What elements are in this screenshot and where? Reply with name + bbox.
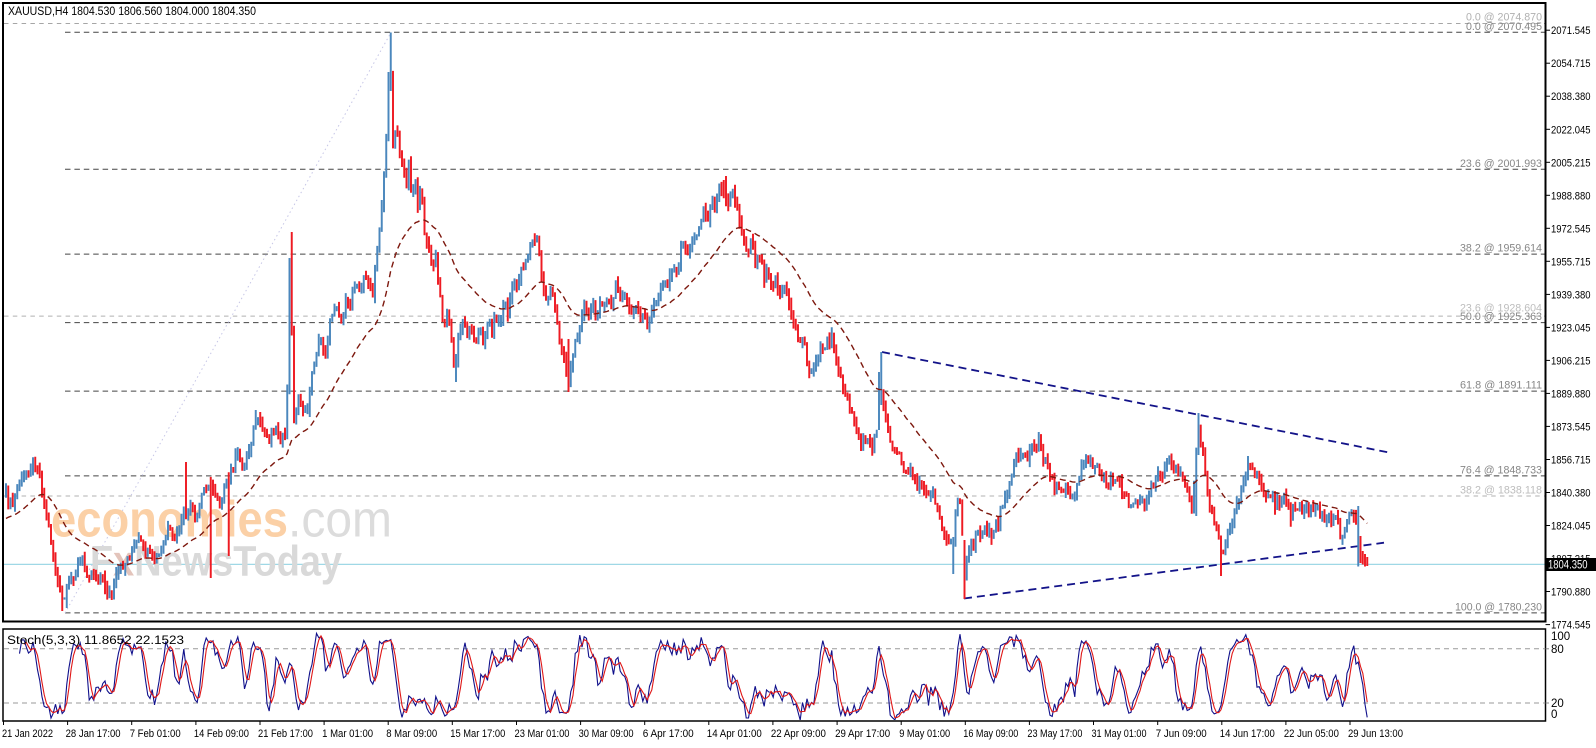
svg-text:0: 0	[1551, 709, 1557, 721]
svg-text:Stoch(5,3,3) 11.8652 22.1523: Stoch(5,3,3) 11.8652 22.1523	[7, 635, 184, 647]
svg-text:8 Mar 09:00: 8 Mar 09:00	[386, 728, 437, 740]
svg-text:2071.545: 2071.545	[1551, 25, 1591, 37]
svg-text:31 May 01:00: 31 May 01:00	[1092, 728, 1147, 740]
svg-text:1939.380: 1939.380	[1551, 289, 1591, 301]
svg-text:14 Feb 09:00: 14 Feb 09:00	[194, 728, 249, 740]
svg-text:1824.045: 1824.045	[1551, 521, 1591, 533]
svg-text:50.0 @ 1925.363: 50.0 @ 1925.363	[1460, 311, 1542, 323]
svg-text:2022.045: 2022.045	[1551, 124, 1591, 136]
svg-text:1840.380: 1840.380	[1551, 488, 1591, 500]
svg-text:1889.880: 1889.880	[1551, 388, 1591, 400]
svg-text:2054.715: 2054.715	[1551, 58, 1591, 70]
svg-text:30 Mar 09:00: 30 Mar 09:00	[579, 728, 634, 740]
svg-text:0.0 @ 2070.495: 0.0 @ 2070.495	[1466, 21, 1542, 33]
svg-text:23.6 @ 2001.993: 23.6 @ 2001.993	[1460, 158, 1542, 170]
svg-text:1790.880: 1790.880	[1551, 587, 1591, 599]
svg-text:100.0 @ 1780.230: 100.0 @ 1780.230	[1455, 601, 1542, 613]
svg-text:1856.715: 1856.715	[1551, 455, 1591, 467]
svg-text:23 Mar 01:00: 23 Mar 01:00	[515, 728, 570, 740]
svg-text:15 Mar 17:00: 15 Mar 17:00	[450, 728, 505, 740]
svg-text:38.2 @ 1959.614: 38.2 @ 1959.614	[1460, 243, 1542, 255]
svg-text:1988.880: 1988.880	[1551, 190, 1591, 202]
svg-text:1923.045: 1923.045	[1551, 322, 1591, 334]
svg-text:1972.545: 1972.545	[1551, 223, 1591, 235]
svg-text:1873.545: 1873.545	[1551, 421, 1591, 433]
svg-text:100: 100	[1551, 631, 1570, 643]
svg-text:38.2 @ 1838.118: 38.2 @ 1838.118	[1460, 484, 1542, 496]
svg-text:21 Jan 2022: 21 Jan 2022	[2, 728, 53, 740]
svg-text:6 Apr 17:00: 6 Apr 17:00	[643, 728, 694, 740]
svg-text:14 Apr 01:00: 14 Apr 01:00	[707, 728, 762, 740]
svg-text:21 Feb 17:00: 21 Feb 17:00	[258, 728, 313, 740]
svg-text:2038.380: 2038.380	[1551, 91, 1591, 103]
svg-text:1906.215: 1906.215	[1551, 355, 1591, 367]
svg-text:61.8 @ 1891.111: 61.8 @ 1891.111	[1460, 380, 1542, 392]
svg-text:16 May 09:00: 16 May 09:00	[963, 728, 1018, 740]
svg-text:29 Apr 17:00: 29 Apr 17:00	[835, 728, 890, 740]
svg-text:23 May 17:00: 23 May 17:00	[1027, 728, 1082, 740]
svg-text:7 Feb 01:00: 7 Feb 01:00	[130, 728, 181, 740]
svg-text:XAUUSD,H4 1804.530 1806.560 1: XAUUSD,H4 1804.530 1806.560 1804.000 180…	[8, 6, 256, 18]
svg-text:80: 80	[1551, 644, 1564, 656]
svg-text:1774.545: 1774.545	[1551, 620, 1591, 632]
svg-text:2005.215: 2005.215	[1551, 157, 1591, 169]
svg-text:9 May 01:00: 9 May 01:00	[899, 728, 950, 740]
svg-text:22 Jun 05:00: 22 Jun 05:00	[1284, 728, 1339, 740]
svg-text:22 Apr 09:00: 22 Apr 09:00	[771, 728, 826, 740]
svg-text:28 Jan 17:00: 28 Jan 17:00	[66, 728, 121, 740]
svg-text:1 Mar 01:00: 1 Mar 01:00	[322, 728, 373, 740]
svg-text:7 Jun 09:00: 7 Jun 09:00	[1156, 728, 1207, 740]
svg-text:76.4 @ 1848.733: 76.4 @ 1848.733	[1460, 464, 1542, 476]
svg-text:14 Jun 17:00: 14 Jun 17:00	[1220, 728, 1275, 740]
svg-text:1804.350: 1804.350	[1548, 560, 1588, 572]
svg-text:29 Jun 13:00: 29 Jun 13:00	[1348, 728, 1403, 740]
svg-text:1955.715: 1955.715	[1551, 256, 1591, 268]
